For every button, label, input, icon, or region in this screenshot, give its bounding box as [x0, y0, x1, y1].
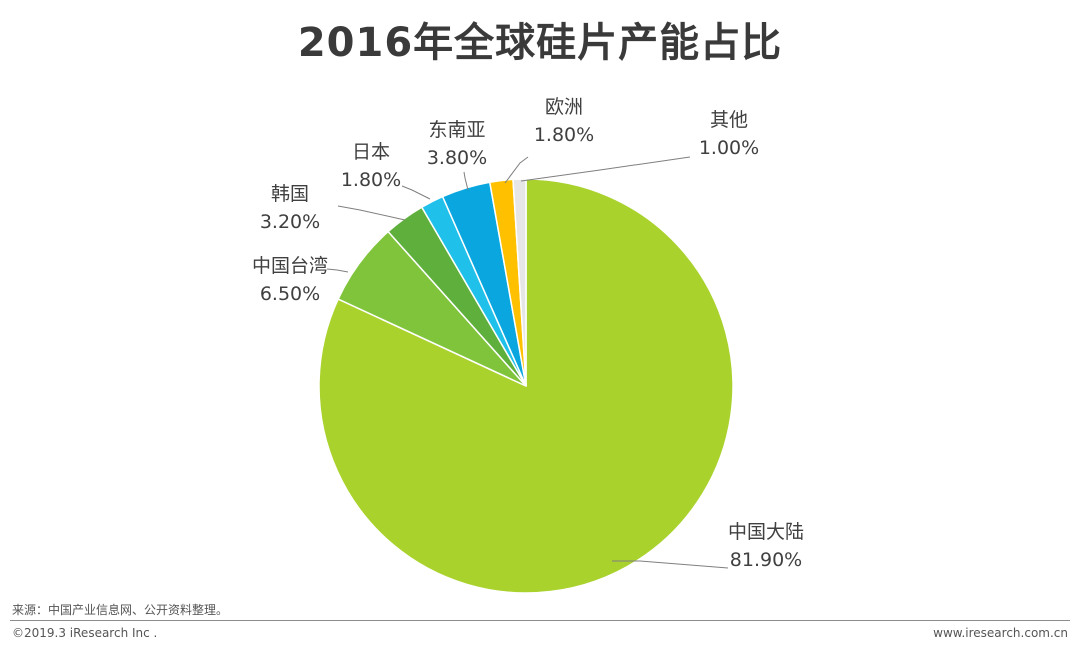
leader-line-3: [337, 205, 406, 221]
leader-line-6: [504, 156, 529, 184]
slice-value-label: 3.80%: [427, 147, 487, 169]
pie-slices: [318, 178, 734, 594]
slice-category-label: 中国台湾: [252, 255, 328, 277]
slice-category-label: 韩国: [271, 183, 309, 205]
slice-category-label: 欧洲: [545, 96, 583, 118]
source-note: 来源：中国产业信息网、公开资料整理。: [12, 603, 229, 617]
chart-title: 2016年全球硅片产能占比: [297, 20, 783, 66]
slice-category-label: 日本: [352, 141, 390, 163]
leader-line-1: [612, 560, 729, 569]
slice-value-label: 1.80%: [534, 124, 594, 146]
slice-labels: 中国大陆 81.90% 中国台湾 6.50% 韩国 3.20% 日本 1.80% 东南亚 3.80…: [252, 96, 804, 571]
leader-line-7: [520, 156, 691, 182]
footer-divider: [10, 620, 1070, 621]
slice-value-label: 6.50%: [260, 283, 320, 305]
slice-value-label: 81.90%: [730, 549, 802, 571]
slice-category-label: 其他: [710, 109, 748, 131]
copyright-text: ©2019.3 iResearch Inc .: [12, 626, 158, 640]
slice-value-label: 3.20%: [260, 211, 320, 233]
slice-value-label: 1.00%: [699, 137, 759, 159]
slice-value-label: 1.80%: [341, 169, 401, 191]
pie-chart: 中国大陆 81.90% 中国台湾 6.50% 韩国 3.20% 日本 1.80% 东南亚 3.80…: [252, 96, 804, 594]
website-link: www.iresearch.com.cn: [933, 626, 1068, 640]
slice-category-label: 东南亚: [428, 119, 485, 141]
leader-lines: [326, 156, 729, 569]
leader-line-5: [463, 171, 469, 191]
leader-line-4: [401, 185, 431, 200]
pie-slice-7: [512, 178, 527, 387]
slice-category-label: 中国大陆: [728, 521, 804, 543]
leader-line-2: [326, 268, 349, 273]
